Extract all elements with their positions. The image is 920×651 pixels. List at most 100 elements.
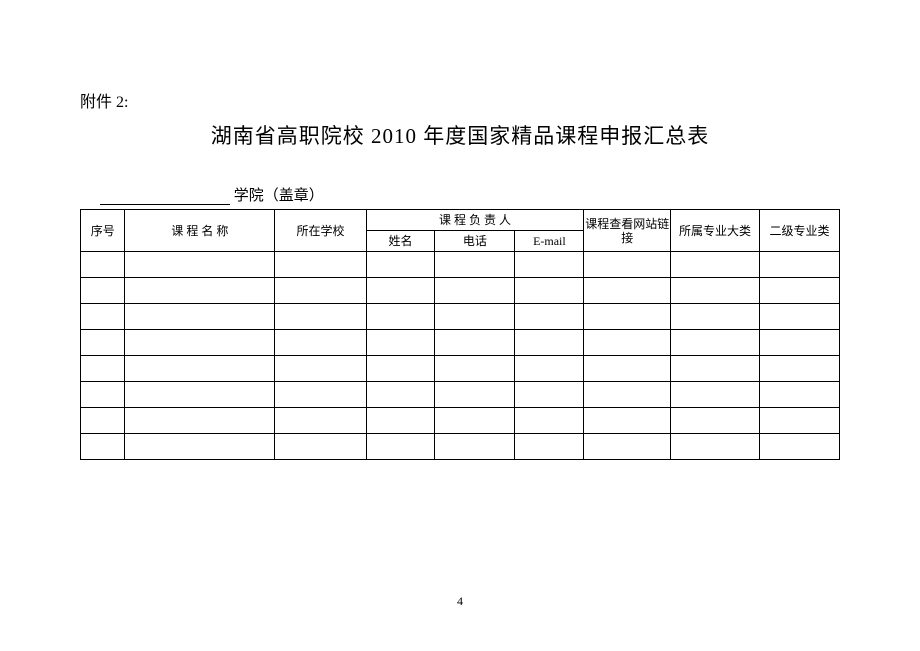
page-container: 附件 2: 湖南省高职院校 2010 年度国家精品课程申报汇总表 学院（盖章） … (0, 0, 920, 460)
table-row (81, 408, 840, 434)
table-cell (125, 434, 275, 460)
table-cell (435, 278, 515, 304)
table-row (81, 434, 840, 460)
table-header-row-1: 序号 课 程 名 称 所在学校 课 程 负 责 人 课程查看网站链接 所属专业大… (81, 210, 840, 231)
table-cell (584, 434, 671, 460)
attachment-label: 附件 2: (80, 88, 840, 112)
table-cell (515, 330, 584, 356)
table-cell (584, 330, 671, 356)
table-cell (759, 434, 839, 460)
table-cell (759, 408, 839, 434)
table-cell (366, 252, 435, 278)
table-cell (435, 434, 515, 460)
table-cell (515, 304, 584, 330)
table-cell (125, 382, 275, 408)
table-cell (759, 252, 839, 278)
table-row (81, 356, 840, 382)
table-cell (125, 330, 275, 356)
table-cell (671, 434, 760, 460)
table-cell (275, 382, 366, 408)
institution-blank (100, 204, 230, 205)
col-school-header: 所在学校 (275, 210, 366, 252)
table-cell (275, 356, 366, 382)
col-name-header: 姓名 (366, 231, 435, 252)
table-cell (671, 382, 760, 408)
col-sitelink-header: 课程查看网站链接 (584, 210, 671, 252)
table-cell (435, 252, 515, 278)
table-cell (435, 304, 515, 330)
table-cell (584, 252, 671, 278)
table-cell (671, 304, 760, 330)
col-major-header: 所属专业大类 (671, 210, 760, 252)
table-header: 序号 课 程 名 称 所在学校 课 程 负 责 人 课程查看网站链接 所属专业大… (81, 210, 840, 252)
col-responsible-group-header: 课 程 负 责 人 (366, 210, 584, 231)
table-cell (584, 356, 671, 382)
table-cell (125, 408, 275, 434)
table-cell (366, 382, 435, 408)
table-cell (125, 278, 275, 304)
table-cell (81, 330, 125, 356)
page-title: 湖南省高职院校 2010 年度国家精品课程申报汇总表 (80, 120, 840, 150)
table-cell (366, 408, 435, 434)
table-cell (671, 252, 760, 278)
table-cell (515, 382, 584, 408)
table-cell (435, 356, 515, 382)
table-cell (584, 278, 671, 304)
table-cell (275, 278, 366, 304)
table-cell (584, 304, 671, 330)
table-cell (275, 408, 366, 434)
table-row (81, 382, 840, 408)
table-cell (366, 278, 435, 304)
table-cell (671, 408, 760, 434)
table-cell (81, 278, 125, 304)
table-cell (515, 252, 584, 278)
col-subcat-header: 二级专业类 (759, 210, 839, 252)
table-cell (759, 356, 839, 382)
page-number: 4 (0, 594, 920, 609)
summary-table: 序号 课 程 名 称 所在学校 课 程 负 责 人 课程查看网站链接 所属专业大… (80, 209, 840, 460)
table-cell (515, 408, 584, 434)
table-cell (125, 252, 275, 278)
table-row (81, 304, 840, 330)
table-cell (81, 434, 125, 460)
table-cell (366, 434, 435, 460)
table-cell (671, 330, 760, 356)
table-row (81, 252, 840, 278)
table-cell (125, 356, 275, 382)
table-cell (366, 304, 435, 330)
table-cell (759, 278, 839, 304)
table-cell (759, 382, 839, 408)
table-cell (584, 408, 671, 434)
table-cell (435, 382, 515, 408)
col-seq-header: 序号 (81, 210, 125, 252)
table-cell (366, 356, 435, 382)
table-row (81, 330, 840, 356)
table-cell (584, 382, 671, 408)
table-cell (125, 304, 275, 330)
table-cell (81, 356, 125, 382)
table-cell (515, 434, 584, 460)
table-cell (81, 408, 125, 434)
table-cell (671, 278, 760, 304)
col-phone-header: 电话 (435, 231, 515, 252)
institution-suffix: 学院（盖章） (230, 188, 324, 204)
table-body (81, 252, 840, 460)
table-cell (759, 304, 839, 330)
table-cell (515, 278, 584, 304)
table-cell (759, 330, 839, 356)
table-row (81, 278, 840, 304)
table-cell (435, 330, 515, 356)
institution-line: 学院（盖章） (80, 184, 840, 205)
table-cell (81, 252, 125, 278)
col-course-header: 课 程 名 称 (125, 210, 275, 252)
table-cell (275, 252, 366, 278)
col-email-header: E-mail (515, 231, 584, 252)
table-cell (275, 304, 366, 330)
table-cell (275, 434, 366, 460)
table-cell (81, 304, 125, 330)
table-cell (671, 356, 760, 382)
table-cell (275, 330, 366, 356)
table-cell (81, 382, 125, 408)
table-cell (366, 330, 435, 356)
table-cell (515, 356, 584, 382)
